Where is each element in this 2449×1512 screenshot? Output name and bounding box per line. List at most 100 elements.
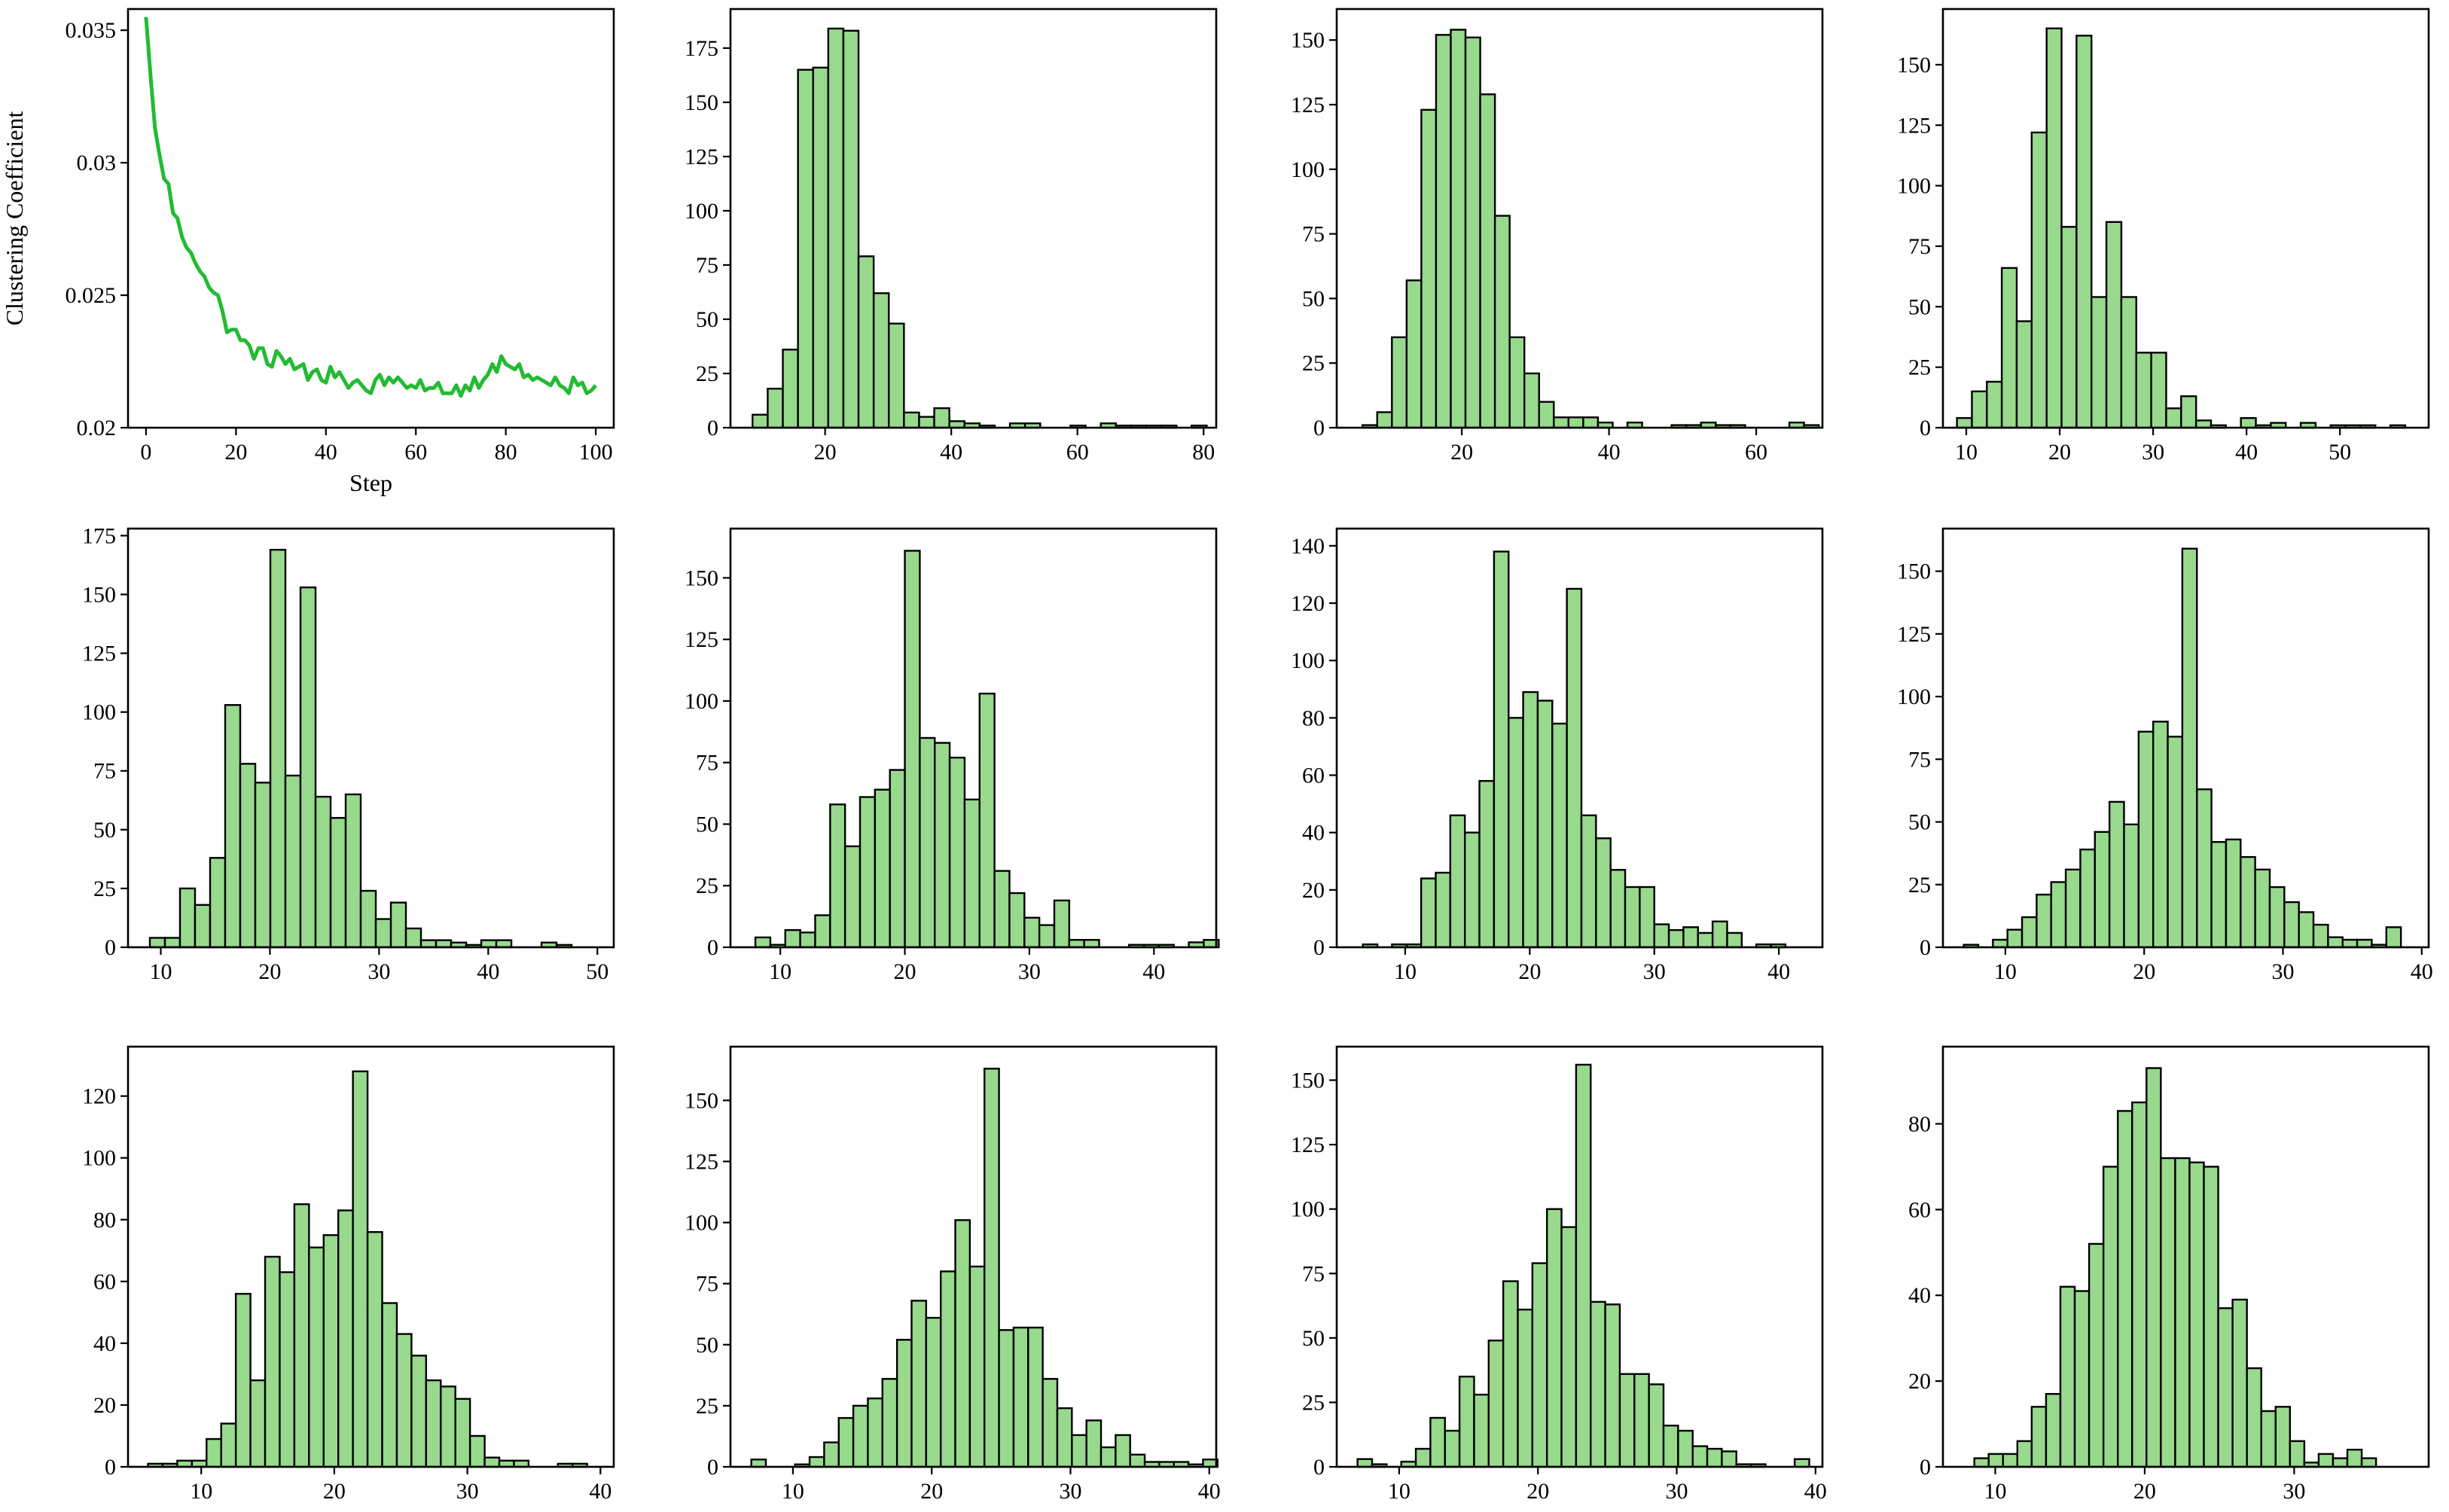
y-tick-label: 150 [685,90,718,115]
histogram-bar [1493,550,1510,949]
histogram-bar [2135,352,2152,429]
y-tick-label: 100 [82,700,116,725]
y-tick-label: 50 [696,1333,718,1358]
histogram-bar [1648,1383,1665,1468]
y-tick-label: 40 [93,1331,116,1356]
y-tick-label: 80 [1302,706,1325,730]
histogram-bar [998,1329,1015,1468]
histogram-bar [2210,840,2228,949]
x-tick-label: 30 [1666,1479,1688,1504]
x-tick-label: 10 [782,1479,804,1504]
histogram-bar [454,1398,471,1468]
y-tick-label: 75 [696,253,718,278]
histogram-bar [1553,416,1570,429]
histogram-bar [1545,1208,1563,1468]
histogram-bar [2120,296,2137,429]
y-tick-label: 25 [93,876,116,901]
panel-11: 10 20 30 40 0 25 50 75 100 125 150 [1291,1045,1827,1504]
x-tick-label: 50 [2329,440,2351,465]
histogram-bar [1420,877,1437,949]
histogram-bar [1420,108,1438,429]
y-tick-label: 150 [685,1088,718,1113]
y-tick-label: 75 [1302,222,1325,247]
histogram-bar [1493,215,1511,429]
y-tick-label: 50 [1302,286,1325,311]
axes-frame [1941,1045,2430,1468]
histogram-bar [827,27,845,429]
x-tick-label: 40 [2235,440,2258,465]
histogram-bar [254,782,272,949]
panel-8: 10 20 30 40 0 25 50 75 100 125 150 [1897,527,2433,984]
y-tick-label: 75 [1908,234,1931,259]
histogram-bar [1633,1373,1650,1468]
histogram-bar [1691,1445,1709,1468]
panel-3: 20 40 60 0 25 50 75 100 125 150 [1291,8,1824,465]
x-tick-label: 30 [2142,440,2164,465]
x-tick-label: 20 [258,959,281,984]
histogram-bar [2108,800,2125,949]
histogram-bar [918,416,935,429]
histogram-bar [1582,416,1600,429]
panel-10: 10 20 30 40 0 25 50 75 100 125 150 [685,1045,1221,1504]
histogram-bar [1115,1434,1131,1468]
histogram-bar [812,66,830,429]
y-tick-label: 100 [1897,684,1931,709]
histogram-bar [314,795,332,949]
y-tick-label: 150 [82,582,116,607]
y-tick-label: 25 [1908,355,1931,380]
histogram-bar [2150,352,2167,429]
histogram-bar [2016,1440,2033,1468]
x-tick-label: 40 [2411,959,2433,984]
histogram-bar [2060,226,2078,429]
histogram-bar [1071,1434,1087,1468]
y-tick-label: 50 [1908,810,1931,835]
histogram-bar [2360,1457,2377,1468]
x-tick-label: 10 [1394,959,1417,984]
histogram-bar [903,411,920,429]
histogram-bar [1435,871,1452,949]
x-tick-label: 0 [140,440,151,465]
histogram-bar [2268,886,2286,949]
axes-frame [729,8,1218,429]
histogram-bar [888,322,905,429]
histogram-bar [284,774,302,949]
histogram-bar [264,1255,281,1468]
histogram-bar [1450,29,1467,429]
histogram-bar [1508,717,1524,949]
histogram-bar [2105,221,2123,429]
histogram-bar [2002,1453,2019,1468]
panel-2: 20 40 60 80 0 25 50 75 100 125 150 175 [685,8,1218,465]
histogram-bar [224,704,242,949]
x-tick-label: 30 [1060,1479,1082,1504]
y-tick-label: 125 [685,1149,718,1174]
y-tick-label: 100 [1897,174,1931,199]
histogram-bar [1560,1226,1578,1468]
x-tick-label: 30 [2283,1479,2305,1504]
x-tick-label: 10 [1994,959,2017,984]
y-tick-label: 40 [1302,821,1325,846]
y-tick-label: 100 [685,1211,718,1236]
histogram-bar [206,1437,222,1468]
histogram-bar [904,550,921,949]
y-tick-label: 40 [1908,1283,1931,1308]
histogram-bar [2240,855,2256,949]
histogram-bar [1042,1378,1059,1468]
histogram-bar [2015,320,2033,429]
histogram-bar [220,1422,237,1468]
x-tick-label: 50 [586,959,608,984]
histogram-bar [1590,1300,1606,1468]
histogram-bar [2091,296,2108,429]
histogram-bar [1609,868,1627,949]
x-tick-label: 10 [769,959,791,984]
histogram-bar [419,939,438,949]
histogram-bar [2030,131,2048,429]
x-tick-label: 20 [1518,959,1541,984]
histogram-bar [2000,267,2018,429]
y-tick-label: 150 [1897,559,1931,584]
histogram-bar [2260,1410,2277,1468]
histogram-bar [2356,938,2373,949]
y-tick-label: 150 [1291,28,1325,53]
y-tick-label: 75 [696,751,718,776]
histogram-bar [799,931,816,949]
histogram-bar [1522,690,1539,949]
